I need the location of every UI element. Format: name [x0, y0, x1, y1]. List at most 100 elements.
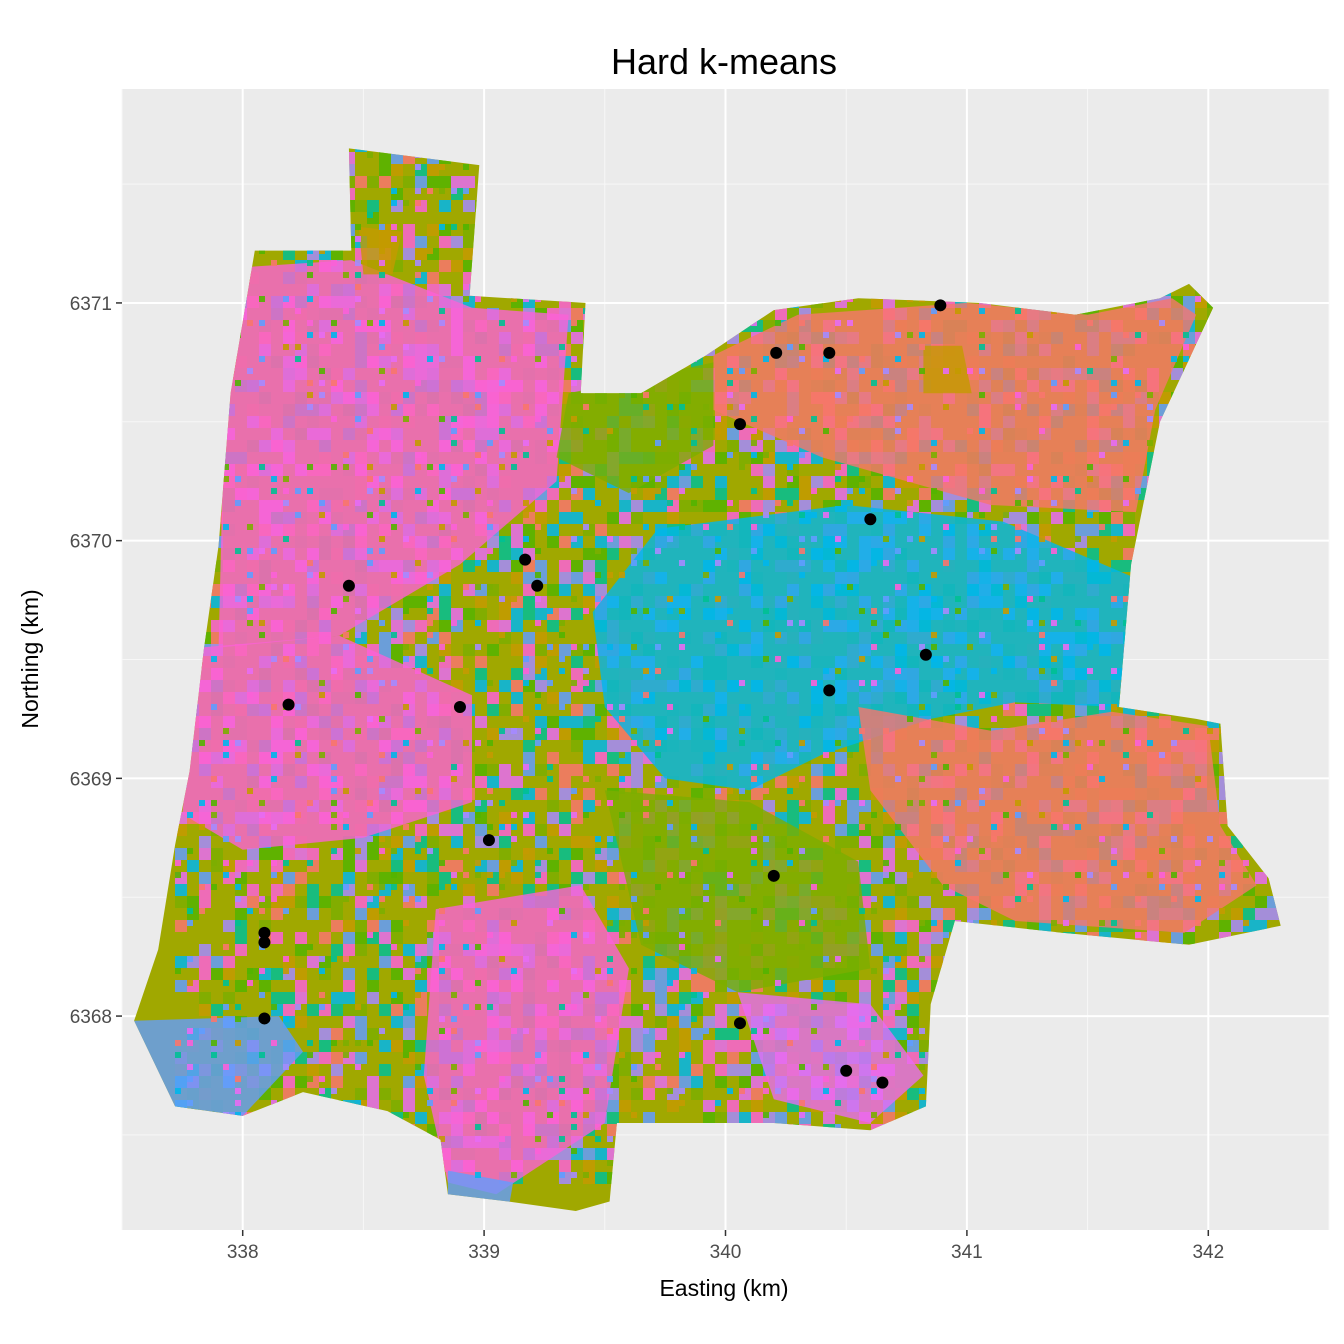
map-pixel [379, 956, 391, 968]
map-pixel [919, 488, 931, 500]
map-pixel [1183, 296, 1195, 308]
map-pixel [1099, 512, 1111, 524]
map-pixel [559, 644, 571, 656]
map-speckle [739, 368, 745, 374]
map-pixel [499, 848, 511, 860]
map-speckle [295, 356, 301, 362]
map-pixel [475, 596, 487, 608]
map-pixel [691, 980, 703, 992]
map-pixel [475, 776, 487, 788]
map-speckle [355, 392, 361, 398]
map-pixel [355, 176, 367, 188]
map-pixel [367, 176, 379, 188]
map-pixel [631, 1088, 643, 1100]
map-pixel [403, 224, 415, 236]
map-pixel [535, 500, 547, 512]
map-pixel [499, 836, 511, 848]
map-speckle [307, 272, 313, 278]
map-speckle [319, 380, 325, 386]
map-speckle [835, 368, 841, 374]
map-pixel [679, 476, 691, 488]
map-pixel [1123, 512, 1135, 524]
map-pixel [271, 884, 283, 896]
map-pixel [643, 980, 655, 992]
map-pixel [583, 548, 595, 560]
map-speckle [1195, 296, 1201, 302]
map-pixel [523, 524, 535, 536]
map-pixel [799, 500, 811, 512]
map-pixel [547, 872, 559, 884]
map-pixel [559, 560, 571, 572]
map-speckle [391, 200, 397, 206]
map-pixel [499, 776, 511, 788]
map-pixel [655, 1016, 667, 1028]
map-pixel [319, 932, 331, 944]
map-pixel [355, 148, 367, 152]
map-speckle [1171, 356, 1177, 362]
map-speckle [943, 368, 949, 374]
map-pixel [895, 1028, 907, 1040]
map-speckle [319, 332, 325, 338]
map-pixel [379, 944, 391, 956]
map-pixel [295, 932, 307, 944]
map-pixel [595, 1148, 607, 1160]
map-pixel [391, 152, 403, 164]
map-pixel [619, 536, 631, 548]
map-pixel [679, 1028, 691, 1040]
map-pixel [355, 896, 367, 908]
map-pixel [331, 1076, 343, 1088]
map-pixel [451, 176, 463, 188]
map-pixel [559, 584, 571, 596]
map-speckle [835, 320, 841, 326]
map-speckle [427, 356, 433, 362]
map-pixel [511, 680, 523, 692]
map-pixel [559, 764, 571, 776]
map-pixel [871, 932, 883, 944]
map-pixel [271, 908, 283, 920]
map-speckle [907, 332, 913, 338]
map-pixel [535, 656, 547, 668]
map-pixel [835, 764, 847, 776]
map-pixel [763, 800, 775, 812]
map-speckle [415, 260, 421, 266]
map-pixel [655, 500, 667, 512]
map-pixel [331, 1028, 343, 1040]
map-pixel [547, 692, 559, 704]
map-pixel [691, 1004, 703, 1016]
map-pixel [883, 896, 895, 908]
map-pixel [343, 860, 355, 872]
map-pixel [235, 908, 247, 920]
map-pixel [355, 1028, 367, 1040]
map-pixel [523, 824, 535, 836]
map-pixel [1243, 908, 1255, 920]
map-pixel [631, 1028, 643, 1040]
map-pixel [583, 1148, 595, 1160]
map-pixel [751, 788, 763, 800]
map-pixel [535, 764, 547, 776]
map-pixel [535, 824, 547, 836]
map-pixel [667, 1004, 679, 1016]
map-pixel [607, 764, 619, 776]
map-pixel [1123, 548, 1135, 560]
map-pixel [415, 644, 427, 656]
map-pixel [1171, 368, 1183, 380]
map-pixel [667, 1100, 679, 1112]
map-pixel [787, 800, 799, 812]
map-pixel [883, 944, 895, 956]
map-pixel [427, 824, 439, 836]
map-pixel [523, 632, 535, 644]
map-speckle [259, 296, 265, 302]
map-pixel [643, 1088, 655, 1100]
map-pixel [727, 1028, 739, 1040]
map-pixel [739, 1112, 751, 1124]
map-pixel [739, 452, 751, 464]
map-speckle [883, 380, 889, 386]
map-pixel [367, 968, 379, 980]
map-pixel [715, 452, 727, 464]
map-speckle [571, 356, 577, 362]
map-speckle [979, 392, 985, 398]
map-pixel [391, 620, 403, 632]
map-pixel [391, 1100, 403, 1112]
map-speckle [403, 308, 409, 314]
map-pixel [547, 716, 559, 728]
